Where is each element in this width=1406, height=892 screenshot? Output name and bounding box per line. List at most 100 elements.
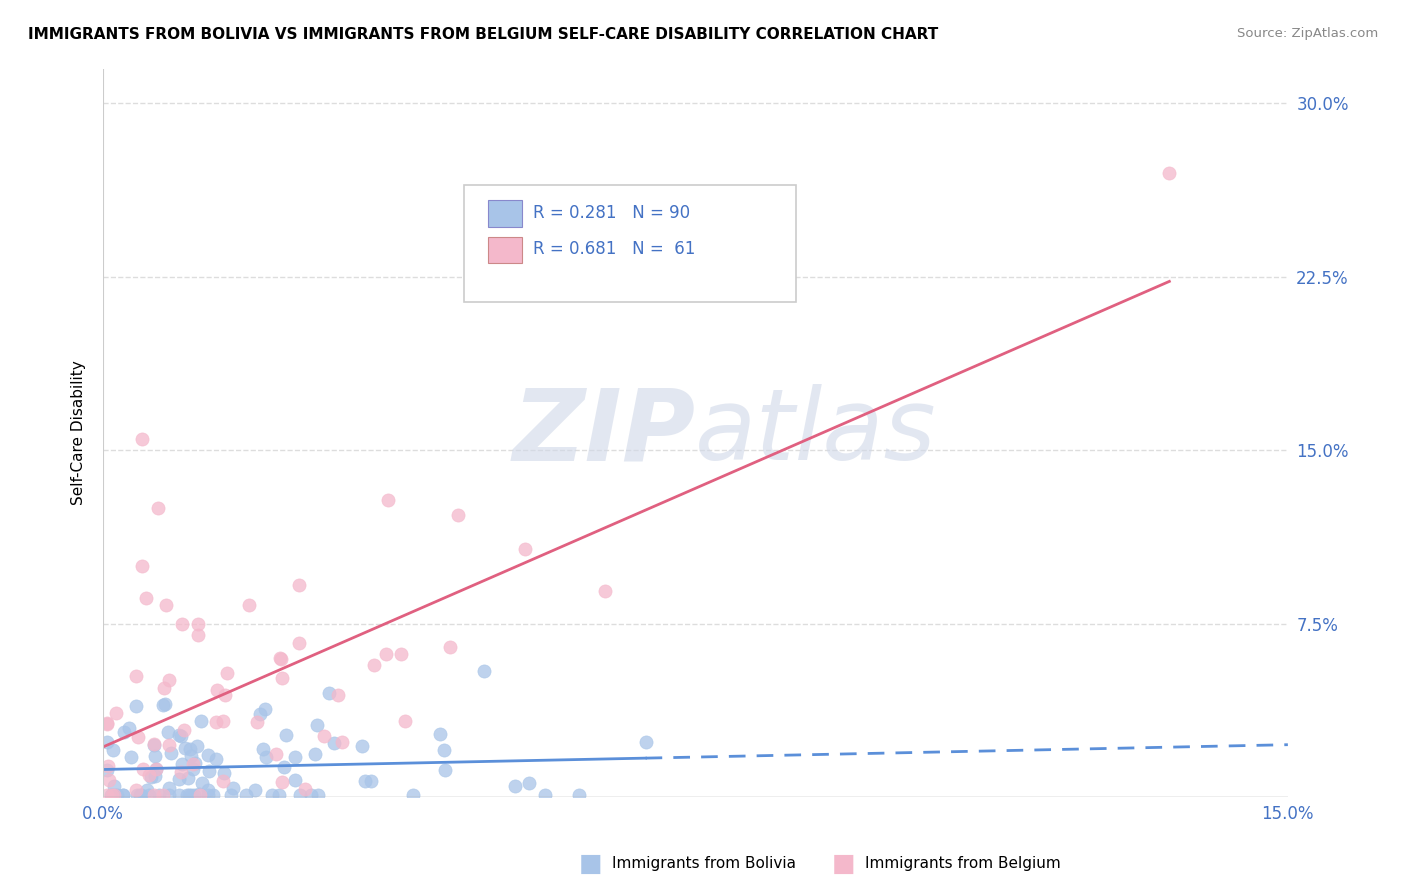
- Point: [350, 739, 373, 753]
- Point: [270, 774, 292, 789]
- Point: [148, 501, 170, 516]
- Point: [136, 782, 159, 797]
- Text: atlas: atlas: [696, 384, 936, 482]
- Point: [145, 762, 167, 776]
- Point: [181, 757, 204, 772]
- Point: [155, 598, 177, 612]
- Point: [433, 763, 456, 777]
- Point: [360, 773, 382, 788]
- Point: [96, 763, 118, 777]
- Point: [254, 750, 277, 764]
- FancyBboxPatch shape: [488, 201, 523, 227]
- Point: [312, 729, 335, 743]
- Point: [167, 772, 190, 786]
- Point: [148, 788, 170, 802]
- Point: [159, 673, 181, 688]
- Point: [318, 686, 340, 700]
- Point: [100, 788, 122, 802]
- Point: [176, 788, 198, 802]
- Point: [103, 788, 125, 802]
- Point: [156, 725, 179, 739]
- Point: [180, 748, 202, 763]
- Point: [98, 773, 121, 788]
- Point: [287, 577, 309, 591]
- Point: [187, 788, 209, 802]
- Point: [173, 723, 195, 738]
- Point: [205, 715, 228, 730]
- Point: [125, 783, 148, 797]
- Point: [170, 764, 193, 779]
- Point: [180, 788, 202, 802]
- Point: [135, 591, 157, 606]
- Text: IMMIGRANTS FROM BOLIVIA VS IMMIGRANTS FROM BELGIUM SELF-CARE DISABILITY CORRELAT: IMMIGRANTS FROM BOLIVIA VS IMMIGRANTS FR…: [28, 27, 938, 42]
- Text: Immigrants from Belgium: Immigrants from Belgium: [865, 856, 1060, 871]
- Text: ZIP: ZIP: [512, 384, 696, 482]
- Text: ■: ■: [832, 852, 855, 875]
- FancyBboxPatch shape: [464, 186, 796, 301]
- Point: [103, 779, 125, 793]
- Point: [159, 739, 181, 753]
- Point: [363, 658, 385, 673]
- Point: [100, 788, 122, 802]
- Text: Immigrants from Bolivia: Immigrants from Bolivia: [612, 856, 796, 871]
- Point: [307, 718, 329, 732]
- Point: [323, 736, 346, 750]
- Point: [125, 788, 148, 802]
- Text: ■: ■: [579, 852, 602, 875]
- Point: [157, 781, 180, 796]
- Point: [152, 788, 174, 802]
- Point: [505, 779, 527, 793]
- Point: [141, 771, 163, 785]
- Point: [132, 762, 155, 776]
- Y-axis label: Self-Care Disability: Self-Care Disability: [72, 360, 86, 505]
- Point: [515, 542, 537, 557]
- Point: [274, 728, 297, 742]
- Point: [389, 647, 412, 661]
- Point: [534, 788, 557, 802]
- Point: [264, 747, 287, 761]
- Point: [179, 742, 201, 756]
- FancyBboxPatch shape: [488, 237, 523, 263]
- Point: [138, 788, 160, 802]
- Point: [273, 760, 295, 774]
- Point: [238, 599, 260, 613]
- Point: [219, 788, 242, 802]
- Point: [290, 788, 312, 802]
- Point: [271, 671, 294, 685]
- Point: [143, 788, 166, 802]
- Point: [377, 492, 399, 507]
- Point: [153, 697, 176, 711]
- Point: [353, 774, 375, 789]
- Point: [160, 747, 183, 761]
- Point: [304, 747, 326, 761]
- Point: [167, 788, 190, 802]
- Point: [138, 767, 160, 781]
- Point: [634, 735, 657, 749]
- Point: [447, 508, 470, 522]
- Point: [131, 432, 153, 446]
- Point: [253, 702, 276, 716]
- Point: [157, 788, 180, 802]
- Point: [374, 647, 396, 661]
- Point: [131, 558, 153, 573]
- Point: [197, 747, 219, 762]
- Point: [129, 788, 152, 802]
- Point: [262, 788, 284, 802]
- Text: R = 0.681   N =  61: R = 0.681 N = 61: [533, 240, 696, 258]
- Point: [269, 651, 291, 665]
- Point: [111, 788, 134, 802]
- Point: [1159, 166, 1181, 180]
- Point: [235, 788, 257, 802]
- Point: [284, 749, 307, 764]
- Point: [127, 730, 149, 744]
- Point: [153, 681, 176, 695]
- Point: [188, 788, 211, 802]
- Point: [152, 698, 174, 713]
- Point: [191, 776, 214, 790]
- Point: [145, 749, 167, 764]
- Point: [170, 616, 193, 631]
- Point: [145, 763, 167, 777]
- Point: [222, 781, 245, 796]
- Point: [211, 714, 233, 728]
- Point: [129, 788, 152, 802]
